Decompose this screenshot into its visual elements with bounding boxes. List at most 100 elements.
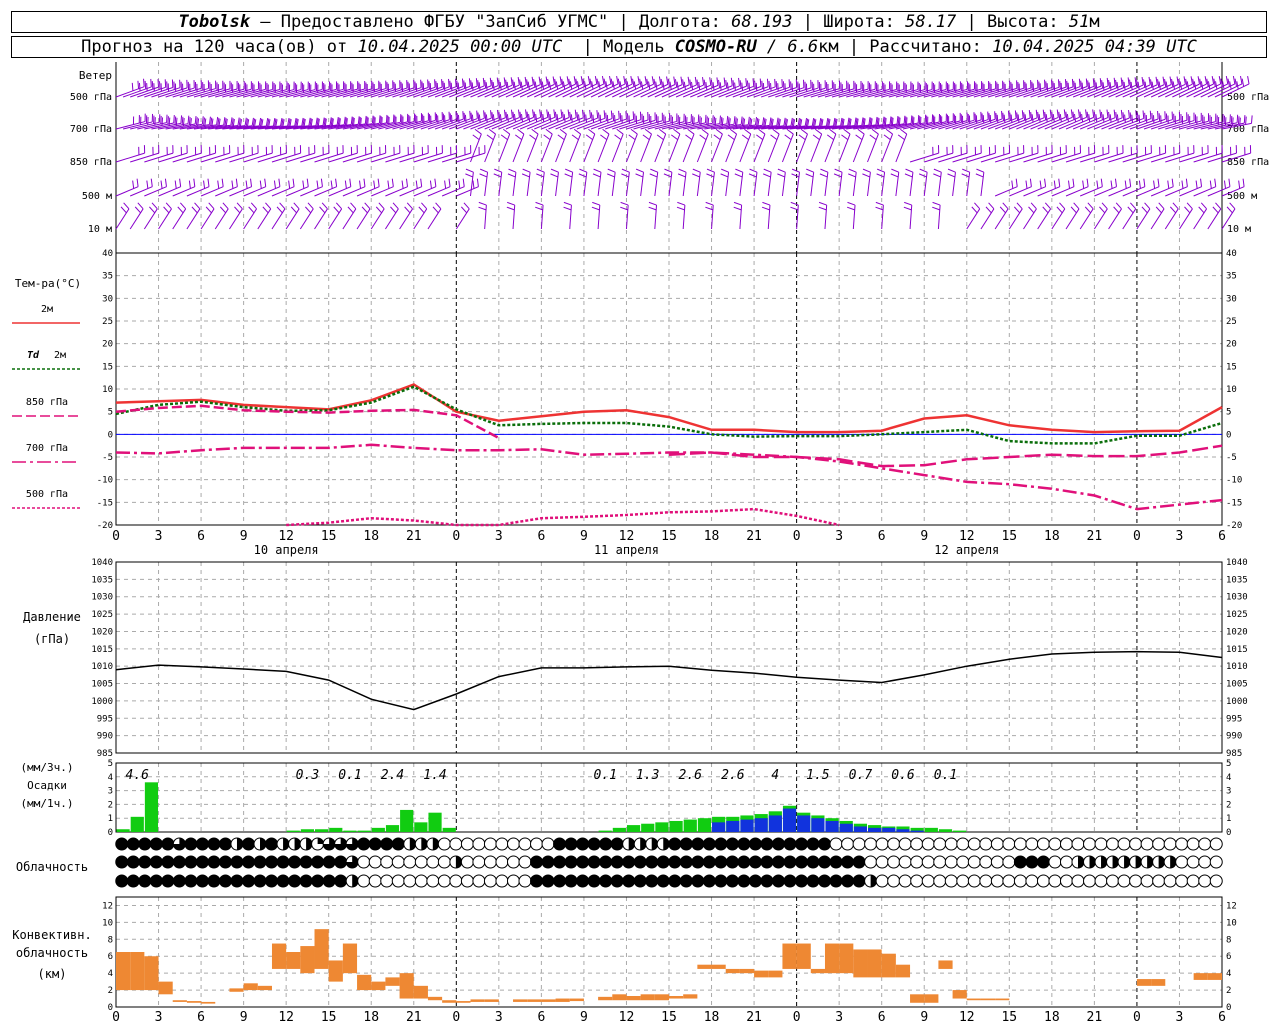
conv-bar <box>229 988 244 992</box>
precip-bar-snow <box>910 830 924 832</box>
conv-bar <box>442 1000 457 1003</box>
conv-x-tick-label: 21 <box>746 1010 762 1024</box>
legend-label: 850 гПа <box>26 397 68 408</box>
cloud-symbol <box>322 874 336 888</box>
precip-total-label: 2.6 <box>721 768 745 783</box>
cloud-half <box>432 838 439 850</box>
cloud-symbol <box>195 855 209 869</box>
cloud-half <box>651 838 658 850</box>
y-tick-label-right: 990 <box>1226 732 1242 742</box>
cloud-symbol <box>241 874 255 888</box>
cloud-symbol <box>553 837 567 851</box>
cloud-symbol <box>1025 855 1039 869</box>
cloud-symbol <box>414 874 428 888</box>
cloud-symbol <box>737 855 751 869</box>
precip-bar-rain <box>315 829 329 832</box>
precip-bar-rain <box>385 825 400 832</box>
cloud-symbol <box>1013 837 1027 851</box>
cloud-symbol <box>887 855 901 869</box>
cloud-symbol <box>737 874 751 888</box>
cloud-symbol <box>149 874 163 888</box>
cloud-symbol <box>241 855 255 869</box>
x-tick-label: 9 <box>580 529 588 544</box>
y-tick-label-right: 0 <box>1226 430 1231 440</box>
header-line-2: Прогноз на 120 часа(ов) от 10.04.2025 00… <box>11 36 1267 58</box>
conv-x-tick-label: 0 <box>793 1010 801 1024</box>
cloud-symbol <box>956 837 970 851</box>
wind-level-label: 10 м <box>88 224 112 235</box>
day-label: 10 апреля <box>254 543 319 557</box>
precip-bar-snow <box>896 829 910 832</box>
cloud-symbol <box>1140 837 1154 851</box>
cloud-symbol <box>633 855 647 869</box>
precip-total-label: 0.1 <box>338 768 361 783</box>
cloud-symbol <box>990 837 1004 851</box>
y-tick-label: 4 <box>108 773 113 783</box>
y-tick-label-right: 2 <box>1226 986 1231 996</box>
y-tick-label: 3 <box>108 787 113 797</box>
forecast-start: 10.04.2025 00:00 UTC <box>357 37 563 57</box>
y-tick-label: 0 <box>108 430 113 440</box>
wind-level-label: 500 м <box>82 191 112 202</box>
temp-series-1 <box>115 385 1223 445</box>
cloud-symbol <box>887 874 901 888</box>
cloud-symbol <box>403 855 417 869</box>
conv-x-tick-label: 18 <box>1044 1010 1060 1024</box>
cloud-symbol <box>702 855 716 869</box>
cloud-symbol <box>495 874 509 888</box>
conv-bar <box>470 999 485 1002</box>
altitude-unit: м <box>1089 12 1100 32</box>
y-tick-label-right: 0 <box>1226 1003 1231 1013</box>
x-tick-label: 3 <box>1176 529 1184 544</box>
cloud-symbol <box>956 874 970 888</box>
cloud-symbol <box>218 855 232 869</box>
cloud-symbol <box>541 837 555 851</box>
cloud-symbol <box>530 874 544 888</box>
y-tick-label: 0 <box>108 1003 113 1013</box>
y-tick-label-right: 1020 <box>1226 627 1248 637</box>
y-tick-label: 8 <box>108 935 113 945</box>
x-tick-label: 15 <box>1001 529 1017 544</box>
precip-bar-rain <box>371 827 385 832</box>
cloud-symbol <box>691 874 705 888</box>
cloud-symbol <box>898 837 912 851</box>
cloud-symbol <box>714 855 728 869</box>
y-tick-label-right: 1025 <box>1226 610 1248 620</box>
cloud-symbol <box>979 837 993 851</box>
precip-bar-rain <box>329 827 343 832</box>
conv-bar <box>186 1001 202 1003</box>
header-line-1: Tobolsk — Предоставлено ФГБУ "ЗапСиб УГМ… <box>11 11 1267 33</box>
cloud-symbol <box>299 855 313 869</box>
cloud-symbol <box>126 874 140 888</box>
cloud-symbol <box>149 855 163 869</box>
conv-bar <box>427 996 443 1001</box>
cloud-symbol <box>806 874 820 888</box>
cloud-symbol <box>518 874 532 888</box>
cloud-symbol <box>1013 874 1027 888</box>
cloud-symbol <box>506 837 520 851</box>
cloud-symbol <box>829 855 843 869</box>
wind-barbs <box>115 75 1253 230</box>
cloud-symbol <box>299 874 313 888</box>
cloud-symbol <box>115 855 129 869</box>
conv-x-tick-label: 6 <box>1218 1010 1226 1024</box>
cloud-symbol <box>449 874 463 888</box>
conv-x-tick-label: 18 <box>704 1010 720 1024</box>
conv-x-tick-label: 9 <box>920 1010 928 1024</box>
cloud-symbol <box>449 837 463 851</box>
cloud-symbol <box>1106 874 1120 888</box>
precip-bar-rain <box>343 830 357 832</box>
conv-x-tick-label: 15 <box>321 1010 337 1024</box>
cloud-symbol <box>472 837 486 851</box>
conv-x-tick-label: 15 <box>1001 1010 1017 1024</box>
cloud-symbol <box>1198 837 1212 851</box>
conv-bar <box>371 981 386 991</box>
cloud-symbol <box>1002 855 1016 869</box>
conv-bar <box>626 996 641 1001</box>
precip-bar-rain <box>697 818 712 832</box>
y-tick-label: 20 <box>102 340 113 350</box>
cloud-symbol <box>576 874 590 888</box>
conv-bar <box>598 996 613 1001</box>
conv-x-tick-label: 18 <box>363 1010 379 1024</box>
precip-total-label: 0.1 <box>593 768 616 783</box>
